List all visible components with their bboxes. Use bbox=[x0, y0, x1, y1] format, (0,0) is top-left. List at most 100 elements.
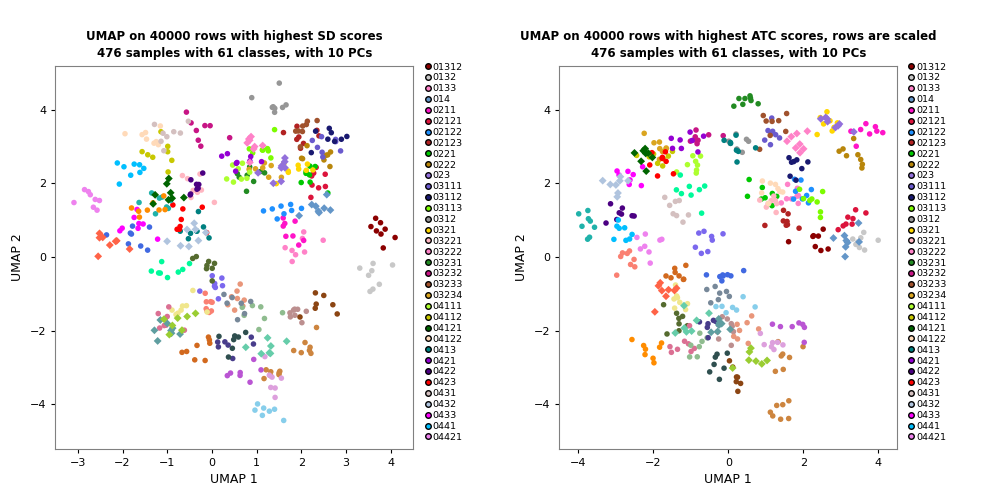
Point bbox=[226, 336, 242, 344]
Point bbox=[298, 167, 314, 175]
Point bbox=[201, 234, 217, 242]
Point bbox=[783, 195, 799, 203]
Point bbox=[701, 334, 717, 342]
Point bbox=[621, 180, 637, 188]
Point bbox=[636, 342, 652, 350]
Point bbox=[830, 121, 846, 130]
Point bbox=[803, 185, 820, 194]
Point bbox=[131, 199, 147, 207]
Point bbox=[164, 322, 180, 330]
Point bbox=[609, 222, 625, 230]
Point bbox=[284, 246, 300, 255]
Point bbox=[289, 305, 305, 313]
Point bbox=[307, 304, 324, 312]
Point bbox=[157, 316, 173, 324]
Point bbox=[754, 183, 770, 192]
Point bbox=[840, 213, 856, 221]
Point bbox=[278, 337, 294, 345]
Point bbox=[153, 258, 169, 266]
Point bbox=[805, 232, 822, 240]
Point bbox=[587, 223, 603, 231]
Point bbox=[658, 272, 674, 280]
Point bbox=[795, 145, 811, 153]
Point bbox=[770, 184, 786, 193]
Point bbox=[223, 369, 239, 377]
Point bbox=[228, 159, 244, 167]
Point bbox=[611, 209, 627, 217]
Point bbox=[111, 180, 127, 188]
Point bbox=[854, 164, 870, 172]
Point bbox=[231, 173, 247, 181]
Point bbox=[86, 203, 102, 211]
Point bbox=[284, 258, 300, 266]
Point bbox=[815, 225, 832, 233]
Point bbox=[779, 221, 795, 229]
Point bbox=[789, 130, 805, 138]
Point bbox=[244, 94, 260, 102]
Point bbox=[712, 319, 728, 327]
Point bbox=[196, 223, 212, 231]
Point bbox=[679, 322, 696, 330]
Point bbox=[193, 142, 209, 150]
Point bbox=[670, 314, 686, 323]
Point bbox=[741, 175, 757, 183]
Point bbox=[117, 130, 133, 138]
Point bbox=[781, 353, 797, 361]
Point bbox=[129, 206, 145, 214]
Point bbox=[322, 124, 338, 133]
Point bbox=[243, 297, 259, 305]
Point bbox=[691, 185, 708, 194]
Point bbox=[641, 248, 657, 256]
Point bbox=[151, 206, 167, 214]
Point bbox=[722, 325, 738, 333]
Point bbox=[217, 338, 233, 346]
Point bbox=[190, 188, 206, 197]
Point bbox=[266, 108, 282, 116]
Point bbox=[277, 219, 293, 227]
Point bbox=[149, 235, 165, 243]
Point bbox=[293, 178, 309, 186]
Point bbox=[131, 161, 147, 169]
Point bbox=[689, 353, 706, 361]
Point bbox=[188, 127, 205, 135]
Point bbox=[793, 165, 809, 173]
Point bbox=[649, 159, 665, 167]
Point bbox=[273, 177, 289, 185]
Point bbox=[675, 275, 691, 283]
Point bbox=[159, 148, 175, 156]
Point bbox=[837, 231, 853, 239]
Point bbox=[151, 194, 167, 202]
Point bbox=[783, 133, 799, 141]
Point bbox=[730, 387, 746, 395]
Point bbox=[723, 139, 739, 147]
Point bbox=[164, 306, 180, 314]
Point bbox=[598, 219, 614, 227]
Point bbox=[152, 316, 168, 324]
Point bbox=[689, 136, 706, 144]
Point bbox=[752, 330, 768, 338]
Point bbox=[671, 272, 687, 280]
Point bbox=[775, 217, 791, 225]
Point bbox=[126, 160, 142, 168]
Point bbox=[724, 322, 740, 330]
Point bbox=[767, 367, 783, 375]
Point bbox=[684, 152, 701, 160]
Point bbox=[280, 168, 296, 176]
Point bbox=[214, 152, 230, 160]
Point bbox=[764, 202, 780, 210]
Point bbox=[663, 274, 679, 282]
Point bbox=[188, 341, 205, 349]
Point bbox=[768, 131, 784, 139]
Point bbox=[809, 198, 826, 206]
Point bbox=[109, 237, 125, 245]
Point bbox=[263, 384, 279, 392]
Point bbox=[182, 194, 199, 202]
Point bbox=[159, 312, 175, 321]
Point bbox=[83, 191, 99, 199]
Point bbox=[837, 253, 853, 261]
Point bbox=[307, 162, 324, 170]
Point bbox=[161, 331, 177, 339]
Point bbox=[739, 135, 755, 143]
Point bbox=[689, 140, 706, 148]
Point bbox=[691, 329, 708, 337]
